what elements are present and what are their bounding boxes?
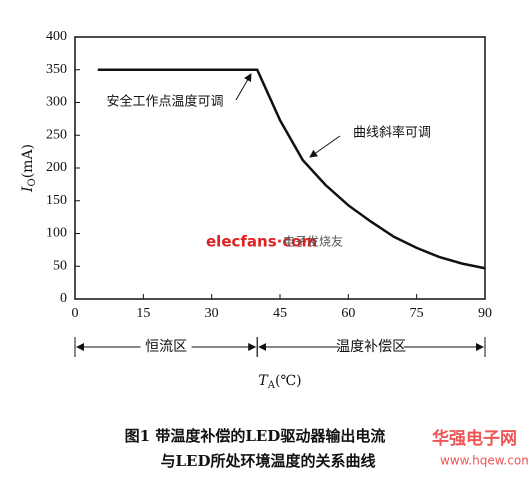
y-tick-label: 300 bbox=[46, 95, 67, 110]
y-tick-label: 400 bbox=[46, 29, 67, 44]
x-label-unit: (℃) bbox=[275, 373, 302, 389]
watermark: 电子发烧友 bbox=[283, 234, 343, 249]
y-label-symbol: I bbox=[20, 186, 36, 193]
y-label-sub: O bbox=[27, 178, 38, 186]
line-series bbox=[97, 68, 486, 270]
y-axis-label: IO(mA) bbox=[20, 144, 38, 193]
annotation: 曲线斜率可调 bbox=[353, 125, 431, 141]
region-label: 温度补偿区 bbox=[336, 339, 406, 355]
y-tick-label: 0 bbox=[60, 291, 67, 306]
x-tick-label: 15 bbox=[136, 306, 150, 321]
y-tick-label: 50 bbox=[53, 258, 67, 273]
caption: 与LED所处环境温度的关系曲线 bbox=[161, 452, 376, 470]
x-label-symbol: T bbox=[258, 373, 269, 389]
caption: 图1 带温度补偿的LED驱动器输出电流 bbox=[125, 427, 386, 445]
watermark: www.hqew.com bbox=[440, 454, 528, 468]
x-tick-label: 45 bbox=[273, 306, 287, 321]
annotation-arrow bbox=[235, 73, 252, 101]
x-tick-label: 0 bbox=[72, 306, 79, 321]
y-tick-label: 150 bbox=[46, 193, 67, 208]
plot-frame bbox=[74, 36, 486, 300]
y-tick-label: 250 bbox=[46, 127, 67, 142]
x-tick-label: 60 bbox=[341, 306, 355, 321]
annotation-arrow bbox=[309, 135, 341, 158]
x-axis-label: TA(℃) bbox=[258, 373, 301, 391]
y-tick-label: 350 bbox=[46, 62, 67, 77]
annotation: 安全工作点温度可调 bbox=[106, 94, 223, 110]
x-tick-label: 30 bbox=[205, 306, 219, 321]
watermark: elecfans·com bbox=[206, 233, 317, 251]
x-tick-label: 75 bbox=[410, 306, 424, 321]
y-tick-label: 200 bbox=[46, 160, 67, 175]
x-label-sub: A bbox=[267, 380, 276, 391]
y-label-unit: (mA) bbox=[20, 144, 36, 178]
x-tick-label: 90 bbox=[478, 306, 492, 321]
watermark: 华强电子网 bbox=[432, 428, 517, 449]
region-label: 恒流区 bbox=[145, 339, 187, 355]
y-tick-label: 100 bbox=[46, 226, 67, 241]
